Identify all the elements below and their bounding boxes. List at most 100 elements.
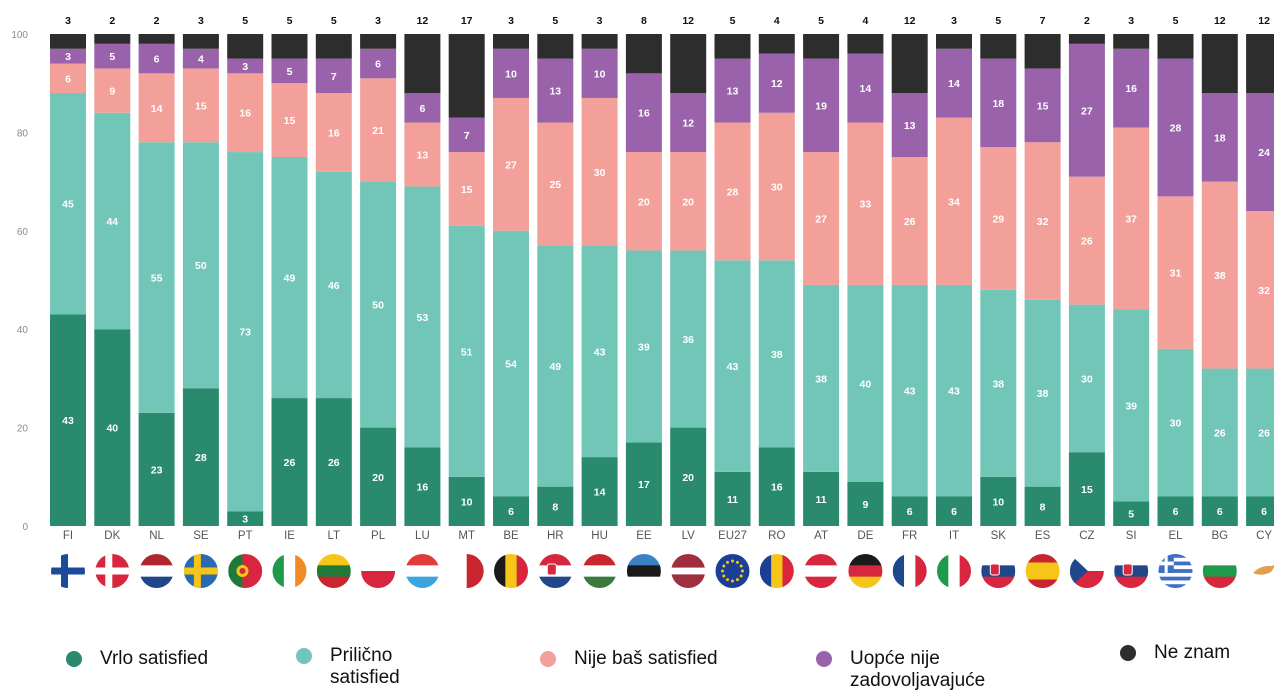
legend-label: Prilično satisfied <box>330 645 400 688</box>
x-tick-label: LT <box>328 530 341 542</box>
data-label: 28 <box>1170 122 1182 134</box>
bar-segment-s1 <box>94 112 131 330</box>
bar-segment-s3 <box>1113 48 1150 128</box>
bar-segment-s4 <box>847 34 884 54</box>
bar-segment-s0 <box>936 496 972 526</box>
bar-column-be: 6 54 27 10 3 <box>493 15 529 526</box>
bar-column-es: 8 38 32 15 7 <box>1024 15 1061 526</box>
bar-segment-s0 <box>670 427 707 526</box>
data-label: 43 <box>594 346 606 358</box>
data-label: 54 <box>505 359 517 371</box>
bar-segment-s0 <box>50 314 86 526</box>
bar-segment-s0 <box>404 447 441 526</box>
data-label: 3 <box>508 15 514 27</box>
x-tick-label: AT <box>814 530 828 542</box>
data-label: 53 <box>417 312 429 324</box>
data-label: 37 <box>1125 214 1137 226</box>
bar-segment-s1 <box>803 284 840 472</box>
data-label: 38 <box>815 373 827 385</box>
legend-label: Uopće nije zadovoljavajuće <box>850 648 986 691</box>
bar-segment-s2 <box>448 152 485 226</box>
legend-item-nije-bas-satisfied: Nije baš satisfied <box>540 648 718 670</box>
flag-icon-si <box>1114 554 1149 588</box>
bar-column-hr: 8 49 25 13 5 <box>537 15 574 526</box>
bar-segment-s1 <box>227 152 264 512</box>
bar-column-se: 28 50 15 4 3 <box>182 15 219 526</box>
bar-segment-s4 <box>50 34 86 49</box>
legend-swatch <box>1120 645 1136 661</box>
data-label: 24 <box>1258 147 1270 159</box>
bar-segment-s2 <box>50 63 86 94</box>
bar-segment-s1 <box>1157 348 1194 497</box>
flag-icon-pl <box>361 554 396 588</box>
bar-segment-s1 <box>714 260 751 472</box>
bar-segment-s3 <box>1024 68 1061 143</box>
data-label: 2 <box>109 15 115 27</box>
bar-segment-s3 <box>271 58 308 84</box>
data-label: 32 <box>1258 285 1270 297</box>
bar-column-pl: 20 50 21 6 3 <box>360 15 397 526</box>
data-label: 6 <box>419 103 425 115</box>
data-label: 12 <box>417 15 429 27</box>
flag-icon-lv <box>671 554 706 588</box>
data-label: 4 <box>862 15 868 27</box>
bar-segment-s3 <box>182 48 219 69</box>
flag-icon-cy <box>1247 554 1274 588</box>
flag-icon-fr <box>892 554 927 588</box>
bar-segment-s4 <box>980 34 1017 59</box>
data-label: 16 <box>638 108 650 120</box>
bar-column-fr: 6 43 26 13 12 <box>891 15 928 526</box>
data-label: 38 <box>1214 270 1226 282</box>
legend-item-vrlo-satisfied: Vrlo satisfied <box>66 648 208 670</box>
bars: 4345633404495223551462285015433731635264… <box>50 15 1274 526</box>
bar-segment-s0 <box>537 486 574 526</box>
data-label: 5 <box>730 15 736 27</box>
bar-segment-s3 <box>50 48 86 64</box>
bar-segment-s0 <box>891 496 928 526</box>
bar-segment-s4 <box>315 34 352 59</box>
data-label: 27 <box>815 214 827 226</box>
flag-icon-pt <box>228 554 263 588</box>
data-label: 3 <box>242 61 248 73</box>
data-label: 23 <box>151 464 163 476</box>
data-label: 36 <box>682 334 694 346</box>
bar-segment-s0 <box>581 457 618 526</box>
flag-icon-at <box>804 554 839 588</box>
data-label: 13 <box>727 86 739 98</box>
bar-segment-s1 <box>182 142 219 389</box>
data-label: 10 <box>461 496 473 508</box>
data-label: 49 <box>549 361 561 373</box>
bar-segment-s2 <box>758 112 795 261</box>
bar-segment-s0 <box>1024 486 1061 526</box>
data-label: 12 <box>904 15 916 27</box>
x-tick-label: PL <box>371 530 386 542</box>
bar-segment-s1 <box>980 289 1017 477</box>
data-label: 6 <box>375 59 381 71</box>
bar-segment-s0 <box>138 412 175 526</box>
bar-column-cy: 6 26 32 24 12 <box>1246 15 1274 526</box>
bar-segment-s3 <box>758 53 795 113</box>
bar-segment-s1 <box>758 260 795 448</box>
bar-segment-s1 <box>1246 368 1274 497</box>
bar-segment-s1 <box>1068 304 1105 453</box>
bar-segment-s2 <box>138 73 175 143</box>
bar-segment-s1 <box>1113 309 1150 502</box>
bar-segment-s1 <box>936 284 972 497</box>
data-label: 18 <box>992 98 1004 110</box>
data-label: 20 <box>682 196 694 208</box>
bar-column-fi: 43 45 6 3 3 <box>50 15 86 526</box>
flag-icon-ro <box>759 554 794 588</box>
x-tick-label: NL <box>149 530 164 542</box>
bar-segment-s1 <box>493 230 529 497</box>
data-label: 7 <box>464 130 470 142</box>
bar-segment-s4 <box>94 34 131 44</box>
bar-column-pt: 3 73 16 3 5 <box>227 15 264 526</box>
x-tick-label: BE <box>503 530 519 542</box>
x-tick-label: PT <box>238 530 253 542</box>
data-label: 15 <box>195 100 207 112</box>
flag-icon-ie <box>272 554 307 588</box>
data-label: 34 <box>948 196 960 208</box>
data-label: 3 <box>65 51 71 63</box>
data-label: 13 <box>417 150 429 162</box>
x-tick-label: FR <box>902 530 917 542</box>
